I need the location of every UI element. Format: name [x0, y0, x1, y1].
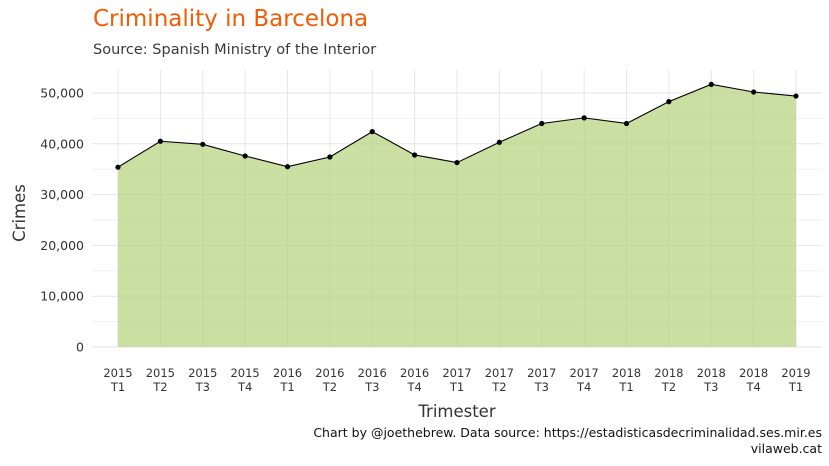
x-tick-label-year: 2015: [230, 366, 259, 380]
data-point: [412, 152, 418, 158]
data-point: [454, 159, 460, 166]
data-point: [284, 164, 291, 170]
x-tick-label-quarter: T3: [703, 380, 718, 394]
data-point: [200, 141, 206, 147]
x-tick-label-quarter: T4: [745, 380, 760, 394]
x-tick-label-year: 2017: [527, 366, 556, 380]
data-point: [115, 164, 121, 170]
x-axis-title: Trimester: [417, 402, 495, 421]
y-tick-label: 40,000: [40, 136, 84, 151]
area-series: [118, 84, 796, 347]
data-points: [115, 81, 799, 170]
data-point: [751, 89, 757, 95]
data-point: [666, 99, 672, 105]
x-tick-label-quarter: T2: [152, 380, 167, 394]
x-tick-label-year: 2016: [315, 366, 344, 380]
x-tick-label-quarter: T2: [322, 380, 337, 394]
x-tick-label-quarter: T3: [364, 380, 379, 394]
y-axis-ticks: 0 10,000 20,000 30,000 40,000 50,000: [40, 86, 84, 355]
data-point: [496, 139, 502, 145]
data-point: [327, 154, 333, 160]
x-tick-label-quarter: T1: [449, 380, 464, 394]
x-tick-label-year: 2017: [442, 366, 471, 380]
caption-site: vilaweb.cat: [750, 441, 822, 456]
data-point: [539, 120, 545, 127]
data-point: [369, 129, 375, 135]
x-tick-label-year: 2016: [400, 366, 429, 380]
x-tick-label-year: 2015: [103, 366, 132, 380]
y-axis-title: Crimes: [10, 184, 29, 242]
chart-subtitle: Source: Spanish Ministry of the Interior: [93, 42, 377, 58]
x-tick-label-quarter: T4: [576, 380, 591, 394]
y-tick-label: 30,000: [40, 187, 84, 202]
x-tick-label-year: 2016: [273, 366, 302, 380]
x-tick-label-year: 2017: [569, 366, 598, 380]
x-tick-label-year: 2018: [612, 366, 641, 380]
data-point: [793, 93, 799, 99]
x-tick-label-year: 2018: [739, 366, 768, 380]
x-tick-label-year: 2015: [146, 366, 175, 380]
x-tick-label-year: 2018: [654, 366, 683, 380]
x-tick-label-year: 2018: [697, 366, 726, 380]
x-tick-label-year: 2015: [188, 366, 217, 380]
data-point: [581, 115, 587, 121]
area-fill: [118, 84, 796, 347]
data-point: [157, 138, 163, 144]
x-tick-label-quarter: T1: [788, 380, 803, 394]
x-tick-label-quarter: T2: [661, 380, 676, 394]
x-tick-label-quarter: T4: [406, 380, 421, 394]
x-tick-label-year: 2019: [781, 366, 810, 380]
x-axis-ticks: 2015T12015T22015T32015T42016T12016T22016…: [103, 366, 810, 394]
x-tick-label-quarter: T2: [491, 380, 506, 394]
x-tick-label-quarter: T3: [534, 380, 549, 394]
x-tick-label-year: 2016: [358, 366, 387, 380]
x-tick-label-quarter: T1: [110, 380, 125, 394]
x-tick-label-quarter: T1: [279, 380, 294, 394]
x-tick-label-quarter: T1: [618, 380, 633, 394]
x-tick-label-quarter: T4: [237, 380, 252, 394]
y-tick-label: 0: [76, 340, 84, 355]
y-tick-label: 10,000: [40, 289, 84, 304]
data-point: [708, 81, 714, 87]
data-point: [623, 120, 630, 127]
chart-title: Criminality in Barcelona: [93, 6, 369, 32]
data-point: [242, 153, 248, 159]
caption-credit: Chart by @joethebrew. Data source: https…: [313, 425, 822, 440]
x-tick-label-quarter: T3: [195, 380, 210, 394]
x-tick-label-year: 2017: [485, 366, 514, 380]
y-tick-label: 20,000: [40, 238, 84, 253]
y-tick-label: 50,000: [40, 86, 84, 101]
